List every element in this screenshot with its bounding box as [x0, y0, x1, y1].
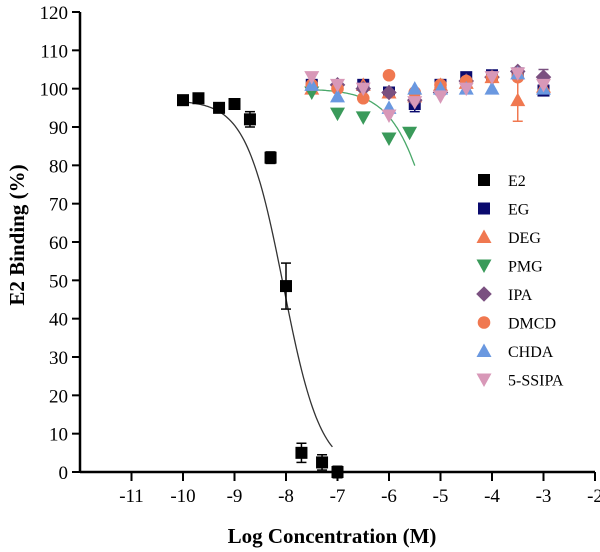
y-axis-title: E2 Binding (%)	[5, 164, 29, 305]
y-tick-label: 120	[40, 3, 69, 24]
axes: 0 10 20 30 40 50 60 70 80 90 100 110 120 -11 -10 -9 -8 -7…	[40, 3, 600, 507]
point-e2	[331, 466, 344, 478]
x-tick-label: -6	[381, 486, 397, 507]
x-tick-label: -10	[170, 486, 195, 507]
point-5-ssipa	[407, 96, 423, 110]
point-e2	[264, 151, 277, 164]
legend-marker-dmcd	[477, 316, 491, 329]
y-tick-label: 20	[49, 386, 68, 407]
point-pmg	[402, 126, 418, 141]
legend-marker-5-ssipa	[476, 373, 492, 387]
legend-label-eg: EG	[508, 202, 530, 219]
legend-label-pmg: PMG	[508, 259, 543, 276]
x-tick-label: -2	[587, 486, 600, 507]
point-pmg	[355, 111, 371, 125]
series-e2	[177, 92, 344, 479]
y-tick-label: 110	[40, 41, 68, 62]
fit-curves	[188, 88, 416, 448]
point-5-ssipa	[381, 109, 397, 123]
y-tick-label: 60	[49, 233, 68, 254]
x-tick-label: -8	[278, 486, 294, 507]
legend-label-deg: DEG	[508, 230, 541, 247]
y-tick-label: 40	[49, 310, 68, 331]
legend-marker-e2	[478, 174, 490, 186]
point-ipa	[535, 69, 552, 85]
point-5-ssipa	[458, 82, 474, 97]
legend-marker-eg	[478, 202, 490, 215]
point-e2	[177, 94, 189, 107]
point-e2	[280, 280, 292, 293]
series-5-ssipa	[304, 67, 551, 123]
point-dmcd	[356, 91, 370, 105]
point-pmg	[330, 107, 345, 122]
point-5-ssipa	[484, 71, 500, 85]
point-5-ssipa	[536, 78, 551, 93]
point-pmg	[381, 132, 397, 146]
point-e2	[295, 446, 308, 459]
legend-label-e2: E2	[508, 173, 526, 190]
y-tick-label: 10	[49, 425, 68, 446]
legend-label-5-ssipa: 5-SSIPA	[508, 373, 564, 390]
fit-curve-e2	[188, 101, 333, 448]
point-e2	[228, 98, 241, 110]
x-tick-label: -7	[330, 486, 346, 507]
legend-label-ipa: IPA	[508, 287, 533, 304]
x-tick-label: -5	[433, 486, 449, 507]
point-5-ssipa	[304, 71, 320, 85]
point-chda	[330, 88, 345, 103]
y-tick-label: 100	[40, 80, 69, 101]
legend-marker-deg	[476, 229, 492, 243]
point-5-ssipa	[330, 78, 345, 93]
y-tick-label: 70	[49, 195, 68, 216]
legend-marker-ipa	[476, 286, 492, 302]
legend: E2 EG DEG PMG IPA DMCD CHDA 5-SSIPA	[476, 173, 564, 390]
y-tick-label: 80	[49, 156, 68, 177]
y-tick-label: 30	[49, 348, 68, 369]
point-5-ssipa	[510, 67, 526, 81]
legend-marker-pmg	[476, 259, 492, 273]
point-5-ssipa	[433, 90, 448, 104]
point-deg	[510, 92, 526, 107]
y-tick-label: 50	[49, 271, 68, 292]
legend-marker-chda	[476, 343, 492, 357]
y-tick-label: 0	[59, 463, 69, 484]
x-tick-label: -3	[536, 486, 552, 507]
x-axis-title: Log Concentration (M)	[228, 524, 437, 548]
x-tick-label: -4	[484, 486, 500, 507]
legend-label-dmcd: DMCD	[508, 316, 556, 333]
point-ipa	[381, 84, 397, 101]
point-5-ssipa	[355, 82, 371, 97]
legend-label-chda: CHDA	[508, 344, 554, 361]
point-e2	[243, 113, 256, 126]
x-tick-label: -11	[119, 486, 144, 507]
data-points	[177, 63, 552, 479]
x-tick-label: -9	[227, 486, 243, 507]
point-chda	[484, 81, 500, 95]
y-tick-label: 90	[49, 118, 68, 139]
point-e2	[192, 92, 205, 105]
point-e2	[316, 456, 329, 469]
point-dmcd	[382, 68, 396, 82]
point-e2	[213, 101, 226, 114]
point-chda	[407, 81, 423, 95]
